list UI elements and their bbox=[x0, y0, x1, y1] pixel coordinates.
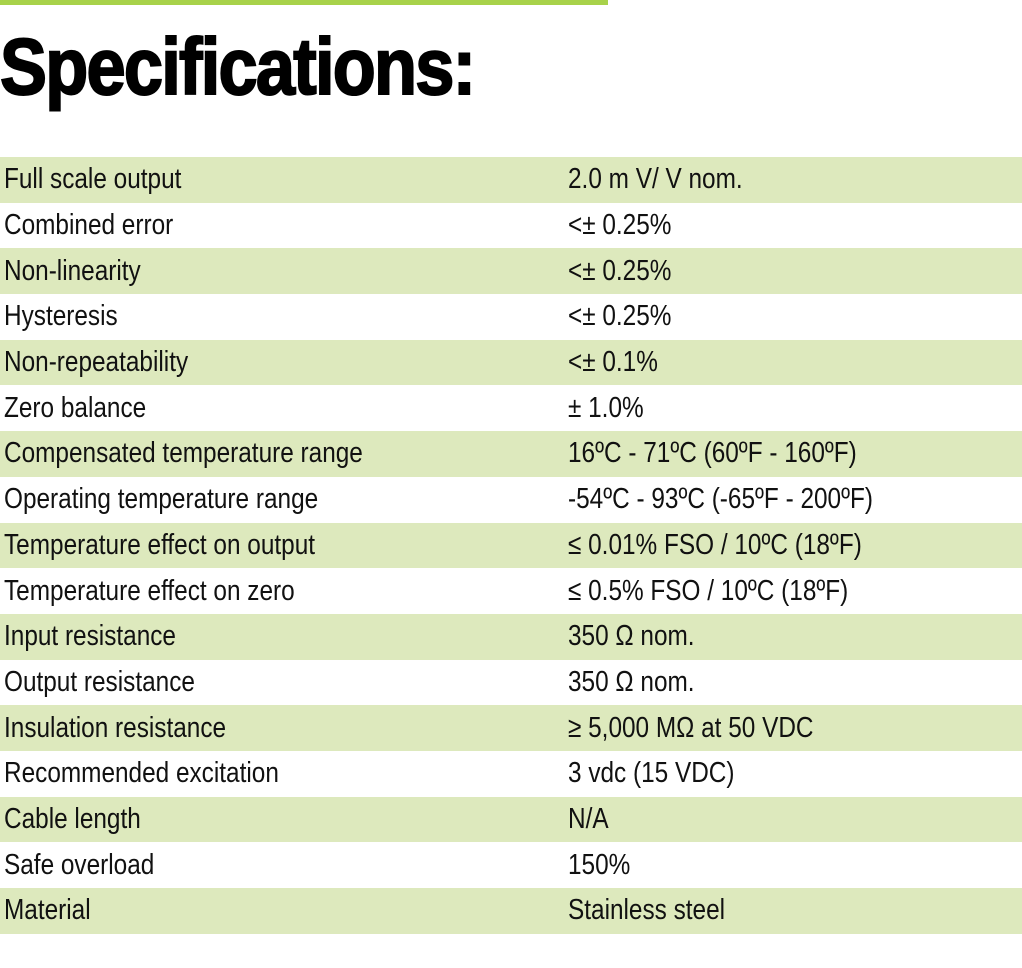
spec-value: <± 0.25% bbox=[568, 254, 672, 287]
spec-label: Material bbox=[4, 894, 91, 927]
spec-row: Input resistance 350 Ω nom. bbox=[0, 613, 1022, 660]
spec-row: Temperature effect on output ≤ 0.01% FSO … bbox=[0, 522, 1022, 569]
accent-bar bbox=[0, 0, 608, 5]
spec-row: Output resistance 350 Ω nom. bbox=[0, 660, 1022, 706]
spec-label: Insulation resistance bbox=[4, 711, 227, 744]
spec-label: Safe overload bbox=[4, 848, 155, 881]
spec-row: Zero balance ± 1.0% bbox=[0, 385, 1022, 431]
spec-label: Cable length bbox=[4, 802, 141, 835]
spec-row: Material Stainless steel bbox=[0, 888, 1022, 934]
spec-value: ± 1.0% bbox=[568, 391, 644, 424]
spec-row: Non-repeatability <± 0.1% bbox=[0, 339, 1022, 386]
spec-label: Compensated temperature range bbox=[4, 437, 363, 470]
spec-label: Combined error bbox=[4, 209, 174, 242]
spec-value: 350 Ω nom. bbox=[568, 620, 695, 653]
spec-value: 350 Ω nom. bbox=[568, 665, 695, 698]
spec-value: ≤ 0.01% FSO / 10ºC (18ºF) bbox=[568, 528, 862, 561]
spec-value: 16ºC - 71ºC (60ºF - 160ºF) bbox=[568, 437, 857, 470]
spec-value: ≤ 0.5% FSO / 10ºC (18ºF) bbox=[568, 574, 849, 607]
title: Specifications: bbox=[0, 21, 477, 112]
spec-row: Recommended excitation 3 vdc (15 VDC) bbox=[0, 751, 1022, 797]
spec-value: Stainless steel bbox=[568, 894, 726, 927]
spec-value: <± 0.25% bbox=[568, 300, 672, 333]
spec-value: 150% bbox=[568, 848, 631, 881]
spec-row: Combined error <± 0.25% bbox=[0, 203, 1022, 249]
spec-value: <± 0.1% bbox=[568, 346, 658, 379]
spec-value: -54ºC - 93ºC (-65ºF - 200ºF) bbox=[568, 483, 873, 516]
spec-row: Operating temperature range -54ºC - 93ºC … bbox=[0, 477, 1022, 523]
spec-label: Non-repeatability bbox=[4, 346, 189, 379]
spec-label: Zero balance bbox=[4, 391, 147, 424]
spec-label: Recommended excitation bbox=[4, 757, 279, 790]
spec-value: 2.0 m V/ V nom. bbox=[568, 163, 743, 196]
spec-label: Hysteresis bbox=[4, 300, 118, 333]
spec-value: ≥ 5,000 MΩ at 50 VDC bbox=[568, 711, 814, 744]
spec-row: Compensated temperature range 16ºC - 71ºC… bbox=[0, 431, 1022, 477]
spec-row: Insulation resistance ≥ 5,000 MΩ at 50 VD… bbox=[0, 705, 1022, 751]
spec-label: Operating temperature range bbox=[4, 483, 319, 516]
spec-value: <± 0.25% bbox=[568, 209, 672, 242]
spec-row: Cable length N/A bbox=[0, 796, 1022, 843]
spec-label: Temperature effect on output bbox=[4, 528, 316, 561]
spec-value: N/A bbox=[568, 802, 609, 835]
spec-row: Non-linearity <± 0.25% bbox=[0, 248, 1022, 295]
spec-table: Full scale output 2.0 m V/ V nom. Combined… bbox=[0, 157, 1022, 934]
spec-label: Temperature effect on zero bbox=[4, 574, 295, 607]
spec-value: 3 vdc (15 VDC) bbox=[568, 757, 735, 790]
spec-row: Safe overload 150% bbox=[0, 842, 1022, 888]
spec-row: Hysteresis <± 0.25% bbox=[0, 294, 1022, 340]
spec-label: Full scale output bbox=[4, 163, 182, 196]
spec-row: Full scale output 2.0 m V/ V nom. bbox=[0, 157, 1022, 203]
spec-label: Non-linearity bbox=[4, 254, 141, 287]
spec-label: Output resistance bbox=[4, 665, 195, 698]
spec-row: Temperature effect on zero ≤ 0.5% FSO / 1… bbox=[0, 568, 1022, 614]
spec-label: Input resistance bbox=[4, 620, 176, 653]
